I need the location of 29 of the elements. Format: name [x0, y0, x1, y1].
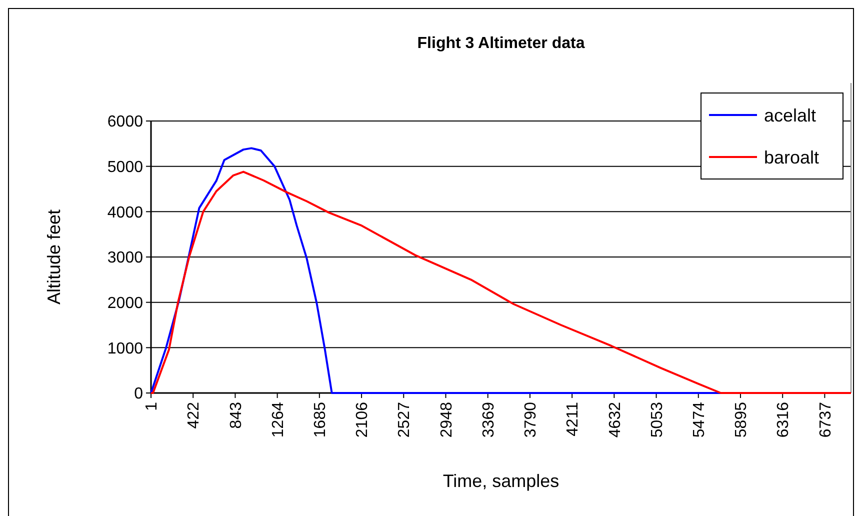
x-tick-label: 3790: [522, 402, 540, 438]
x-tick-label: 5053: [648, 402, 666, 438]
x-tick-label: 1: [144, 402, 161, 411]
x-tick-label: 1264: [270, 402, 287, 438]
x-axis-title: Time, samples: [442, 471, 560, 491]
x-tick-label: 3369: [480, 402, 498, 438]
y-tick-label: 6000: [107, 114, 144, 131]
y-tick-label: 2000: [107, 294, 144, 312]
y-tick-label: 3000: [107, 250, 144, 267]
x-tick-label: 2527: [396, 402, 414, 438]
x-tick-label: 1685: [312, 402, 330, 438]
x-tick-label: 4632: [606, 402, 624, 438]
x-tick-label: 2106: [354, 402, 372, 438]
x-tick-label: 6316: [775, 402, 792, 438]
y-axis-title: Altitude feet: [44, 209, 64, 305]
legend-label: baroalt: [764, 147, 820, 168]
x-tick-label: 5474: [690, 402, 708, 438]
y-tick-label: 4000: [107, 204, 144, 222]
x-tick-label: 2948: [438, 402, 456, 438]
y-tick-label: 0: [134, 386, 144, 403]
x-tick-label: 6737: [817, 402, 834, 438]
y-tick-label: 1000: [107, 340, 144, 358]
x-tick-label: 422: [186, 402, 203, 429]
legend-label: acelalt: [764, 105, 816, 126]
x-tick-label: 5895: [733, 402, 750, 438]
chart-title: Flight 3 Altimeter data: [417, 35, 585, 52]
x-tick-label: 4211: [564, 402, 582, 436]
y-tick-label: 5000: [107, 158, 144, 176]
x-tick-label: 843: [228, 402, 245, 429]
